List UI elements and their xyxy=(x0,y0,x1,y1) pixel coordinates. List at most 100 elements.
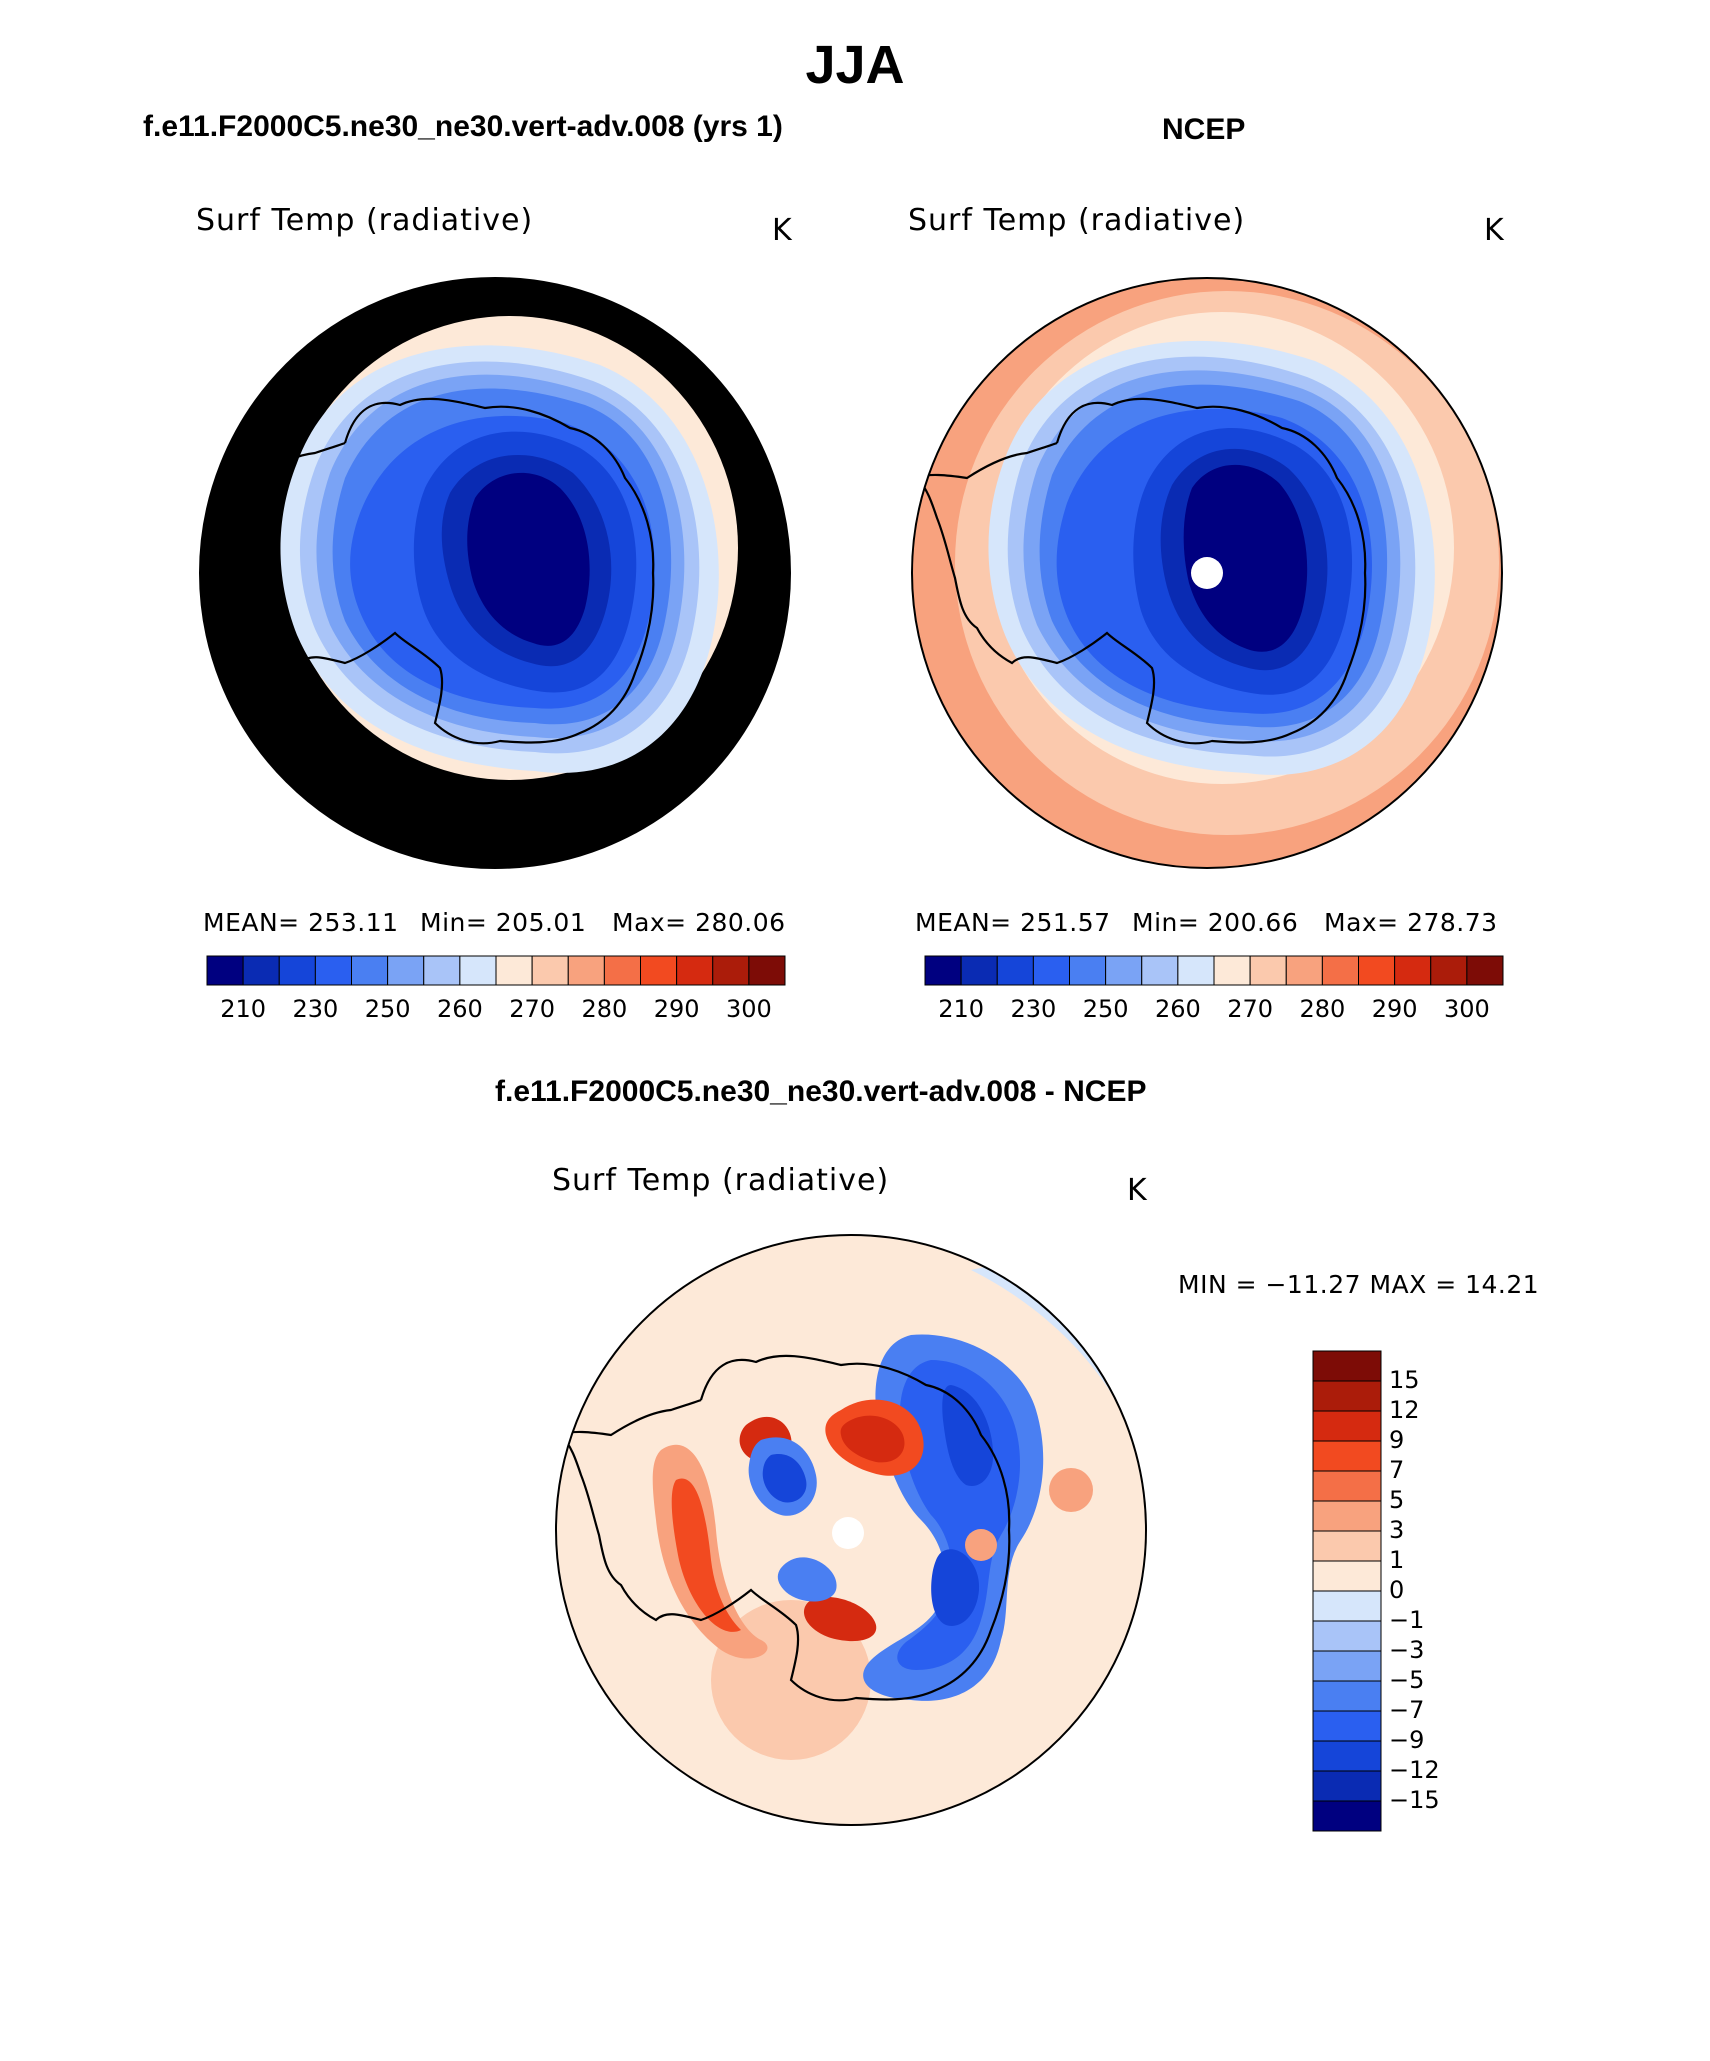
diff-minmax: MIN = −11.27 MAX = 14.21 xyxy=(1178,1270,1540,1299)
colorbar-swatch xyxy=(1285,955,1323,986)
colorbar-swatch xyxy=(712,955,750,986)
colorbar-tick-label: 15 xyxy=(1389,1366,1420,1394)
model-colorbar xyxy=(206,955,786,986)
colorbar-tick-label: −7 xyxy=(1389,1696,1425,1724)
colorbar-tick-label: 260 xyxy=(436,995,483,1023)
diff-units-label: K xyxy=(1127,1173,1147,1208)
diff-map xyxy=(556,1235,1146,1825)
obs-map xyxy=(912,278,1502,868)
pole-hole xyxy=(832,1517,864,1549)
colorbar-tick-label: 12 xyxy=(1389,1396,1420,1424)
colorbar-swatch xyxy=(1312,1800,1382,1832)
colorbar-swatch xyxy=(1312,1680,1382,1712)
diff-map-border xyxy=(555,1234,1147,1826)
colorbar-swatch xyxy=(242,955,280,986)
colorbar-tick-label: −15 xyxy=(1389,1786,1440,1814)
colorbar-swatch xyxy=(495,955,533,986)
colorbar-swatch xyxy=(1312,1470,1382,1502)
colorbar-tick-label: 270 xyxy=(509,995,556,1023)
obs-colorbar xyxy=(924,955,1504,986)
colorbar-tick-label: 9 xyxy=(1389,1426,1405,1454)
colorbar-swatch xyxy=(1321,955,1359,986)
colorbar-swatch xyxy=(278,955,316,986)
colorbar-tick-label: 280 xyxy=(1299,995,1346,1023)
pole-hole xyxy=(1191,557,1223,589)
obs-max: Max= 278.73 xyxy=(1324,908,1498,937)
colorbar-swatch xyxy=(996,955,1034,986)
colorbar-swatch xyxy=(387,955,425,986)
colorbar-tick-label: 3 xyxy=(1389,1516,1405,1544)
colorbar-swatch xyxy=(640,955,678,986)
colorbar-swatch xyxy=(1312,1650,1382,1682)
model-panel-title: f.e11.F2000C5.ne30_ne30.vert-adv.008 (yr… xyxy=(143,110,783,143)
colorbar-tick-label: 5 xyxy=(1389,1486,1405,1514)
colorbar-swatch xyxy=(1358,955,1396,986)
colorbar-swatch xyxy=(1466,955,1504,986)
colorbar-swatch xyxy=(1312,1350,1382,1382)
colorbar-swatch xyxy=(1312,1770,1382,1802)
colorbar-tick-label: 280 xyxy=(581,995,628,1023)
colorbar-swatch xyxy=(676,955,714,986)
colorbar-tick-label: 250 xyxy=(1082,995,1129,1023)
diff-colorbar xyxy=(1312,1350,1382,1832)
model-map-border xyxy=(199,277,791,869)
colorbar-swatch xyxy=(1249,955,1287,986)
diff-panel-title: f.e11.F2000C5.ne30_ne30.vert-adv.008 - N… xyxy=(495,1075,1147,1108)
colorbar-tick-label: −9 xyxy=(1389,1726,1425,1754)
colorbar-swatch xyxy=(1430,955,1468,986)
model-variable-label: Surf Temp (radiative) xyxy=(196,203,534,238)
colorbar-swatch xyxy=(1312,1620,1382,1652)
colorbar-swatch xyxy=(1312,1560,1382,1592)
obs-units-label: K xyxy=(1484,213,1504,248)
model-mean: MEAN= 253.11 xyxy=(203,908,399,937)
colorbar-tick-label: 210 xyxy=(938,995,985,1023)
colorbar-tick-label: 290 xyxy=(1371,995,1418,1023)
colorbar-swatch xyxy=(1312,1440,1382,1472)
model-units-label: K xyxy=(772,213,792,248)
obs-map-border xyxy=(911,277,1503,869)
colorbar-tick-label: 210 xyxy=(220,995,267,1023)
model-min: Min= 205.01 xyxy=(420,908,587,937)
obs-panel-title: NCEP xyxy=(1162,113,1246,146)
colorbar-swatch xyxy=(1312,1710,1382,1742)
colorbar-swatch xyxy=(1312,1740,1382,1772)
model-max: Max= 280.06 xyxy=(612,908,786,937)
colorbar-swatch xyxy=(1312,1590,1382,1622)
colorbar-swatch xyxy=(423,955,461,986)
colorbar-swatch xyxy=(960,955,998,986)
colorbar-tick-label: 230 xyxy=(1010,995,1057,1023)
colorbar-tick-label: 0 xyxy=(1389,1576,1405,1604)
colorbar-swatch xyxy=(351,955,389,986)
colorbar-swatch xyxy=(1069,955,1107,986)
colorbar-tick-label: 250 xyxy=(364,995,411,1023)
colorbar-swatch xyxy=(531,955,569,986)
colorbar-swatch xyxy=(924,955,962,986)
diff-variable-label: Surf Temp (radiative) xyxy=(552,1163,890,1198)
model-map xyxy=(200,278,790,868)
colorbar-swatch xyxy=(748,955,786,986)
figure-title: JJA xyxy=(805,35,905,95)
colorbar-swatch xyxy=(1312,1500,1382,1532)
colorbar-tick-label: 270 xyxy=(1227,995,1274,1023)
colorbar-swatch xyxy=(567,955,605,986)
colorbar-tick-label: 230 xyxy=(292,995,339,1023)
colorbar-tick-label: 1 xyxy=(1389,1546,1405,1574)
colorbar-tick-label: 300 xyxy=(1443,995,1490,1023)
colorbar-tick-label: 300 xyxy=(725,995,772,1023)
colorbar-swatch xyxy=(459,955,497,986)
colorbar-tick-label: −5 xyxy=(1389,1666,1425,1694)
colorbar-swatch xyxy=(1312,1380,1382,1412)
colorbar-swatch xyxy=(1032,955,1070,986)
colorbar-tick-label: −1 xyxy=(1389,1606,1425,1634)
colorbar-swatch xyxy=(314,955,352,986)
colorbar-tick-label: 7 xyxy=(1389,1456,1405,1484)
colorbar-swatch xyxy=(603,955,641,986)
colorbar-swatch xyxy=(1312,1530,1382,1562)
colorbar-swatch xyxy=(1312,1410,1382,1442)
colorbar-tick-label: 260 xyxy=(1154,995,1201,1023)
colorbar-tick-label: 290 xyxy=(653,995,700,1023)
colorbar-swatch xyxy=(1394,955,1432,986)
obs-mean: MEAN= 251.57 xyxy=(915,908,1111,937)
colorbar-tick-label: −3 xyxy=(1389,1636,1425,1664)
